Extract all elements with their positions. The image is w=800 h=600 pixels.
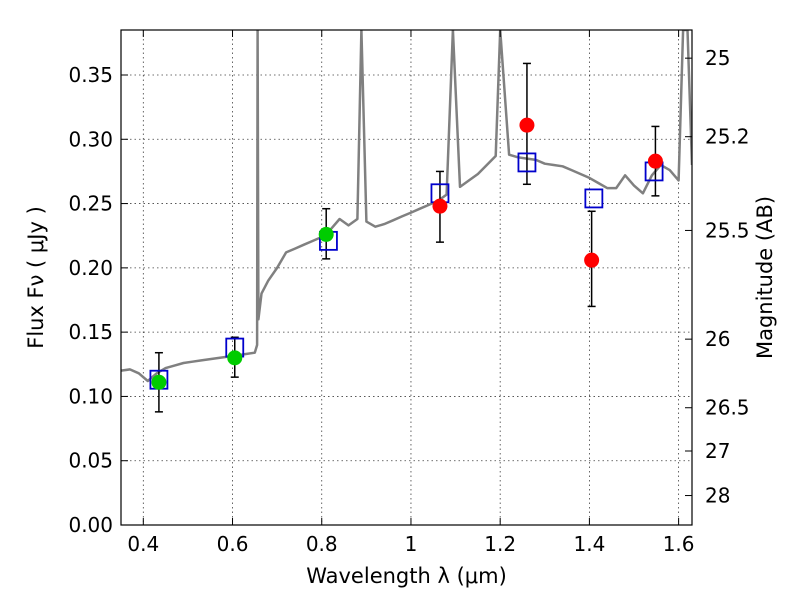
y-tick-label: 0.00 [68, 513, 113, 537]
y-tick-label: 0.30 [68, 127, 113, 151]
plot-frame [120, 29, 693, 526]
y-tick-label: 0.25 [68, 192, 113, 216]
tick-layer: 0.4 0.6 0.8 1 1.2 1.4 1.6 0.00 0.05 0.10 0.15 0.20 0… [68, 30, 750, 556]
y-tick-label: 0.20 [68, 256, 113, 280]
y2-tick-label: 25.5 [705, 218, 750, 242]
y2-axis-title: Magnitude (AB) [753, 196, 777, 359]
template-spectrum-layer [121, 30, 692, 383]
grid [121, 30, 692, 526]
observed-flux-red-point [647, 153, 663, 169]
observed-flux-red-point [432, 198, 448, 214]
observed-flux-red-point [519, 117, 535, 133]
x-tick-label: 0.8 [306, 532, 338, 556]
x-tick-label: 0.6 [217, 532, 249, 556]
y2-tick-label: 27 [705, 439, 730, 463]
y-tick-label: 0.05 [68, 449, 113, 473]
x-tick-label: 0.4 [127, 532, 159, 556]
y2-tick-label: 26 [705, 327, 730, 351]
x-tick-label: 1.2 [484, 532, 516, 556]
y-axis-title: Flux Fν ( μJy ) [24, 206, 48, 349]
x-tick-label: 1.6 [663, 532, 695, 556]
y-tick-label: 0.15 [68, 320, 113, 344]
observed-flux-green-point [318, 226, 334, 242]
y2-tick-label: 25.2 [705, 125, 750, 149]
observed-flux-green-point [227, 350, 243, 366]
y2-tick-label: 25 [705, 46, 730, 70]
model-flux-square-marker [517, 152, 537, 173]
x-tick-label: 1 [405, 532, 418, 556]
x-axis-title: Wavelength λ (μm) [306, 564, 507, 588]
template-spectrum-line [121, 30, 692, 383]
observed-flux-red-point [584, 252, 600, 268]
x-tick-label: 1.4 [573, 532, 605, 556]
y-tick-label: 0.10 [68, 384, 113, 408]
model-flux-square-marker [584, 188, 604, 209]
y2-tick-label: 28 [705, 484, 730, 508]
y-tick-label: 0.35 [68, 63, 113, 87]
observed-flux-green-point [151, 374, 167, 390]
y2-tick-label: 26.5 [705, 396, 750, 420]
marker-layer [149, 117, 664, 390]
